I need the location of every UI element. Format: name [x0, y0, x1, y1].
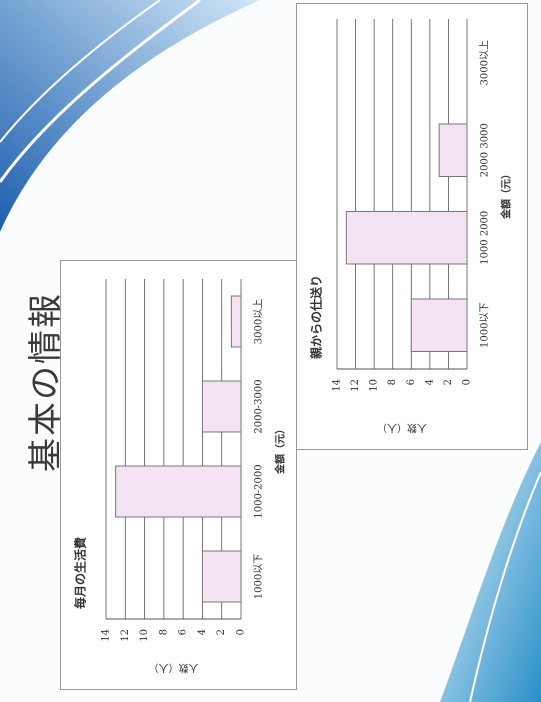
y-tick-label: 6	[178, 629, 189, 635]
x-tick-label: 1000以下	[254, 554, 265, 599]
x-tick-label: 1000 2000	[480, 211, 491, 265]
y-tick-label: 4	[424, 379, 435, 385]
y-tick-label: 2	[443, 379, 454, 385]
x-tick-label: 2000-3000	[254, 379, 265, 433]
x-tick-label: 3000以上	[479, 40, 491, 85]
y-tick-label: 8	[387, 379, 398, 385]
bar	[410, 298, 468, 352]
bar	[438, 123, 468, 177]
x-tick-label: 1000-2000	[254, 464, 265, 518]
y-tick-label: 14	[101, 629, 112, 642]
bar	[201, 380, 242, 433]
y-tick-label: 10	[369, 379, 380, 392]
y-tick-label: 10	[139, 629, 150, 642]
y-tick-label: 6	[406, 379, 417, 385]
y-tick-label: 12	[120, 629, 131, 642]
chart-title: 親からの仕送り	[309, 275, 324, 359]
y-tick-label: 2	[216, 629, 227, 635]
y-tick-label: 0	[462, 379, 473, 385]
bar	[230, 295, 242, 348]
y-tick-label: 14	[332, 379, 343, 392]
bar	[201, 550, 242, 603]
y-tick-label: 12	[350, 379, 361, 392]
bar	[345, 211, 468, 265]
y-axis-label: 人数（人）	[377, 422, 427, 435]
y-tick-label: 0	[236, 629, 247, 635]
x-tick-label: 2000 3000	[480, 123, 491, 177]
x-axis-label: 金額（元）	[274, 424, 287, 475]
x-tick-label: 1000以下	[480, 303, 491, 348]
chart-title: 毎月の生活費	[73, 537, 88, 609]
y-tick-label: 8	[158, 629, 169, 635]
x-axis-label: 金額（元）	[500, 169, 513, 220]
y-axis-label: 人数（人）	[149, 662, 199, 675]
y-tick-label: 4	[197, 629, 208, 635]
x-tick-label: 3000以上	[253, 299, 265, 344]
bar	[115, 465, 242, 518]
